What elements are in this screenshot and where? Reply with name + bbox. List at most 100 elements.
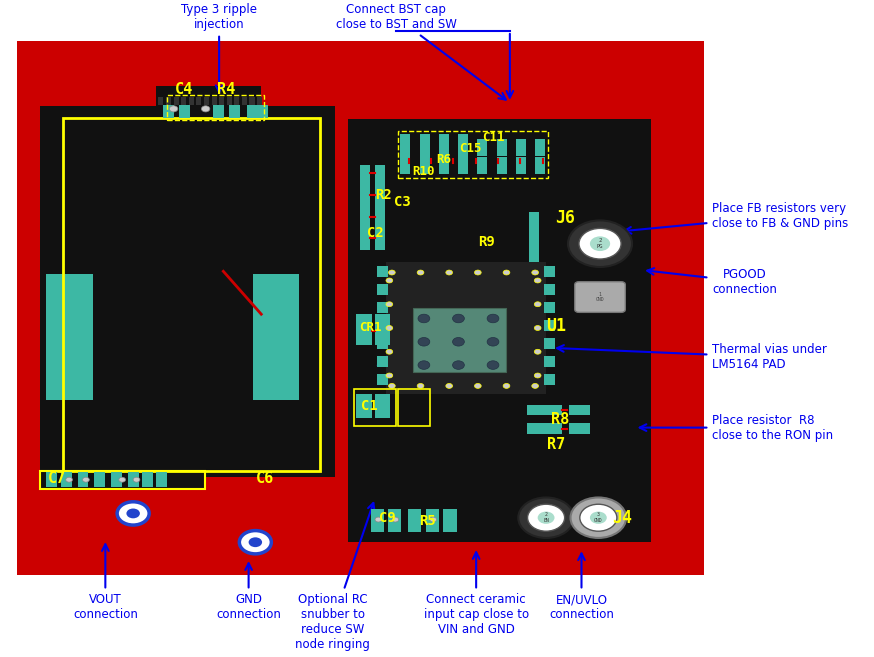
Bar [569, 405, 590, 415]
Bar [156, 472, 167, 487]
Text: R10: R10 [412, 166, 434, 179]
Circle shape [248, 537, 262, 547]
Bar [544, 374, 554, 385]
Circle shape [389, 270, 395, 275]
Bar [439, 153, 449, 175]
Text: 3
GND: 3 GND [594, 512, 603, 523]
Bar [375, 182, 385, 199]
Bar [544, 320, 554, 331]
Bar [386, 262, 546, 394]
Bar [477, 157, 488, 175]
Text: 1
GND: 1 GND [596, 292, 604, 302]
Bar [357, 314, 371, 345]
Bar [544, 284, 554, 295]
Bar [348, 120, 352, 542]
Bar [375, 233, 385, 250]
Circle shape [446, 384, 453, 388]
Bar [63, 118, 320, 470]
Bar [158, 97, 163, 104]
Text: VOUT
connection: VOUT connection [73, 544, 138, 621]
Text: Place resistor  R8
close to the RON pin: Place resistor R8 close to the RON pin [640, 414, 833, 442]
Bar [535, 157, 545, 175]
Text: R7: R7 [547, 437, 565, 451]
Circle shape [418, 338, 430, 346]
Circle shape [170, 106, 177, 112]
Bar [348, 539, 651, 542]
Text: C1: C1 [361, 399, 378, 413]
Bar [142, 472, 153, 487]
Bar [530, 248, 539, 262]
Circle shape [386, 373, 392, 378]
Bar [527, 405, 562, 415]
Text: C4: C4 [175, 82, 193, 97]
Circle shape [528, 504, 565, 532]
Circle shape [453, 361, 464, 369]
Circle shape [590, 237, 610, 251]
Circle shape [571, 497, 626, 538]
Bar [204, 97, 209, 104]
Circle shape [418, 314, 430, 323]
Text: R6: R6 [437, 153, 452, 166]
Bar [360, 233, 370, 250]
Text: J4: J4 [612, 509, 632, 527]
Bar [375, 199, 385, 216]
Bar [377, 266, 388, 277]
Circle shape [579, 504, 617, 532]
Circle shape [386, 350, 392, 354]
Text: C2: C2 [367, 225, 384, 240]
Text: GND
connection: GND connection [216, 563, 281, 621]
Text: 2
PG: 2 PG [597, 238, 603, 249]
Bar [40, 470, 205, 489]
Circle shape [201, 106, 210, 112]
Bar [357, 394, 371, 419]
Bar [544, 356, 554, 367]
Circle shape [82, 477, 89, 482]
Circle shape [430, 517, 436, 522]
Bar [360, 199, 370, 216]
Text: C15: C15 [459, 142, 482, 155]
Circle shape [418, 361, 430, 369]
Circle shape [579, 229, 621, 259]
Text: C7: C7 [48, 471, 66, 486]
Text: R2: R2 [375, 188, 392, 202]
Bar [375, 215, 385, 233]
Bar [527, 423, 562, 434]
Text: 2
EN: 2 EN [544, 512, 549, 523]
Bar [408, 509, 421, 532]
Bar [420, 134, 430, 156]
Bar [569, 423, 590, 434]
Bar [247, 104, 258, 118]
Text: J6: J6 [555, 209, 574, 227]
Bar [371, 509, 385, 532]
Bar [477, 139, 488, 156]
Bar [40, 106, 336, 476]
Circle shape [568, 220, 632, 267]
Bar [375, 166, 385, 183]
Bar [212, 97, 217, 104]
Circle shape [531, 384, 538, 388]
Bar [219, 97, 224, 104]
Bar [213, 104, 224, 118]
Circle shape [386, 325, 392, 330]
Text: Connect BST cap
close to BST and SW: Connect BST cap close to BST and SW [336, 3, 506, 100]
Circle shape [534, 373, 541, 378]
Circle shape [127, 509, 140, 518]
Circle shape [475, 270, 482, 275]
Bar [178, 104, 190, 118]
Circle shape [386, 302, 392, 307]
Circle shape [534, 302, 541, 307]
Bar [544, 338, 554, 349]
Bar [128, 472, 139, 487]
Text: R9: R9 [478, 235, 495, 250]
Bar [413, 308, 506, 373]
Bar [530, 224, 539, 238]
Bar [400, 134, 411, 156]
Bar [458, 153, 468, 175]
Bar [426, 509, 439, 532]
Circle shape [487, 361, 499, 369]
Bar [388, 509, 401, 532]
Text: C9: C9 [379, 510, 396, 525]
Circle shape [534, 350, 541, 354]
Bar [496, 157, 507, 175]
Bar [156, 85, 261, 121]
